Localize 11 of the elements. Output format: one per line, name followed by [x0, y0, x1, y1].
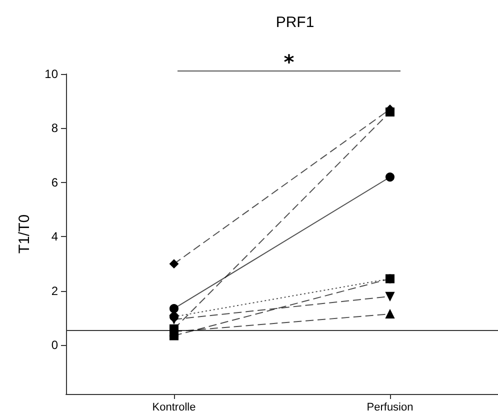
text: *: [284, 50, 295, 74]
y-tick-label: 10: [44, 67, 58, 81]
y-tick-label: 2: [51, 284, 58, 298]
y-tick-label: 4: [51, 230, 58, 244]
y-axis-title: T1/T0: [16, 214, 33, 254]
x-tick-label: Perfusion: [366, 402, 414, 414]
y-tick-label: 0: [51, 338, 58, 352]
x-tick-label: Kontrolle: [152, 402, 196, 414]
y-tick-label: 6: [51, 175, 58, 190]
chart-title: PRF1: [276, 14, 314, 31]
y-tick-label: 8: [51, 121, 58, 136]
